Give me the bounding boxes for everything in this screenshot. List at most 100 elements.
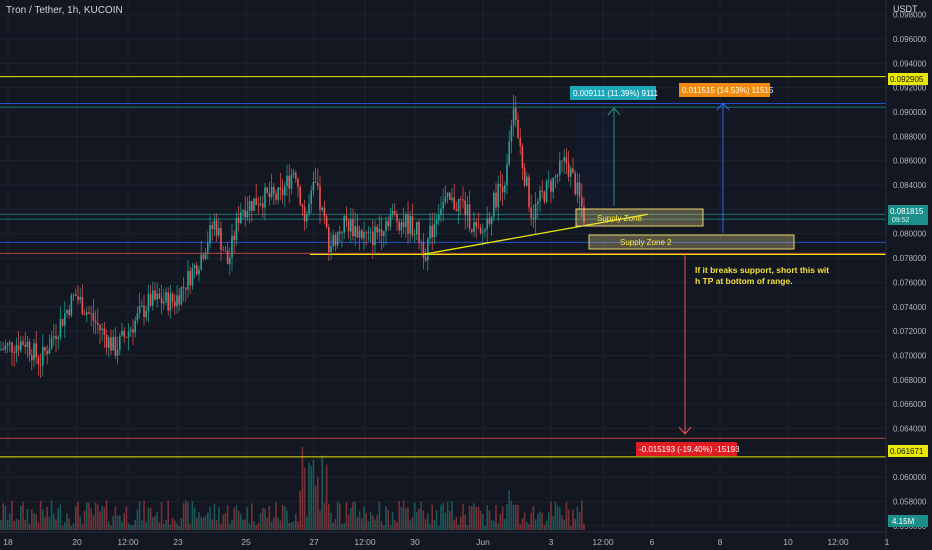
- volume-bar: [541, 512, 543, 530]
- volume-bar: [508, 490, 510, 530]
- volume-bar: [37, 522, 40, 530]
- candle-body: [442, 201, 444, 209]
- candle-body: [163, 301, 165, 304]
- candle-body: [253, 198, 255, 211]
- candle-body: [532, 217, 535, 220]
- volume-bar: [556, 505, 559, 530]
- price-tag-bottom: 0.061671: [890, 447, 924, 456]
- volume-bar: [187, 502, 189, 530]
- volume-bar: [517, 505, 519, 530]
- candle-body: [240, 212, 242, 224]
- x-tick-label: 12:00: [827, 537, 849, 547]
- volume-bar: [369, 512, 372, 530]
- x-tick-label: 27: [309, 537, 319, 547]
- volume-bar: [519, 524, 521, 530]
- volume-bar: [297, 521, 299, 530]
- volume-bar: [468, 506, 471, 530]
- volume-bar: [581, 500, 583, 530]
- candle-body: [488, 218, 491, 224]
- candle-body: [361, 230, 363, 239]
- candle-body: [44, 346, 46, 351]
- y-tick-label: 0.080000: [893, 230, 927, 239]
- candle-body: [257, 204, 260, 206]
- volume-bar: [526, 521, 528, 530]
- measure-1-area: [575, 112, 614, 210]
- candle-body: [398, 221, 400, 231]
- volume-bar: [532, 506, 535, 530]
- volume-bar: [22, 501, 24, 530]
- drawings: [422, 102, 730, 435]
- volume-bar: [515, 504, 517, 530]
- candle-body: [211, 225, 213, 230]
- y-tick-label: 0.078000: [893, 254, 927, 263]
- candle-body: [141, 305, 143, 307]
- candle-body: [526, 176, 528, 186]
- volume-bar: [143, 500, 145, 530]
- volume-bar: [4, 505, 7, 530]
- price-tag-top-box: [888, 73, 928, 85]
- candle-body: [112, 336, 114, 351]
- volume-bar: [114, 506, 117, 530]
- long-measure-2-label: 0.011515 (14.53%) 11515: [682, 86, 774, 95]
- candle-body: [550, 180, 552, 192]
- candle-body: [374, 226, 376, 246]
- candle-body: [521, 145, 524, 168]
- supply-zone-2[interactable]: [588, 234, 795, 250]
- volume-bar: [121, 521, 123, 530]
- volume-bar: [477, 506, 480, 530]
- volume-bar: [356, 517, 359, 530]
- candle-body: [534, 204, 537, 220]
- candle-body: [103, 328, 106, 335]
- candle-body: [451, 197, 453, 200]
- volume-bar: [200, 516, 202, 530]
- volume-bar: [583, 523, 585, 530]
- volume-bar: [444, 512, 447, 530]
- candle-body: [295, 172, 297, 179]
- volume-bar: [563, 519, 565, 530]
- candle-body: [391, 210, 394, 215]
- volume-bar: [257, 522, 260, 530]
- candle-body: [61, 319, 64, 326]
- candle-body: [552, 177, 554, 192]
- candle-body: [512, 108, 515, 126]
- volume-bar: [202, 517, 205, 530]
- candle-body: [339, 231, 341, 234]
- volume-bar: [482, 513, 484, 530]
- candle-body: [277, 187, 279, 200]
- candle-body: [334, 234, 337, 246]
- volume-bar: [237, 510, 240, 530]
- volume-bar: [182, 503, 185, 530]
- volume-bar: [407, 507, 409, 530]
- candle-body: [466, 204, 469, 216]
- candle-body: [70, 295, 73, 316]
- candle-body: [475, 222, 477, 227]
- volume-bar: [215, 520, 218, 530]
- volume-bar: [50, 500, 53, 530]
- x-tick-label: 8: [718, 537, 723, 547]
- volume-bar: [231, 520, 233, 530]
- candle-body: [453, 197, 455, 210]
- volume-bar: [211, 519, 213, 530]
- candle-body: [213, 220, 216, 230]
- supply-zone-1[interactable]: [575, 208, 704, 227]
- candle-body: [123, 331, 125, 337]
- candle-body: [101, 328, 103, 331]
- candle-body: [411, 216, 414, 236]
- candle-body: [574, 173, 576, 195]
- candle-body: [55, 336, 57, 340]
- candle-body: [198, 269, 200, 275]
- volume-bar: [552, 516, 554, 530]
- volume-bar: [530, 512, 532, 530]
- volume-bar: [317, 477, 319, 530]
- volume-bar: [81, 524, 84, 530]
- volume-bar: [94, 502, 97, 530]
- candle-body: [473, 222, 475, 232]
- volume-bar: [259, 513, 262, 530]
- candle-body: [284, 186, 286, 196]
- volume-bar: [185, 500, 187, 530]
- volume-bar: [207, 512, 209, 530]
- candle-body: [255, 198, 257, 205]
- candle-body: [57, 337, 59, 340]
- candle-body: [363, 232, 365, 239]
